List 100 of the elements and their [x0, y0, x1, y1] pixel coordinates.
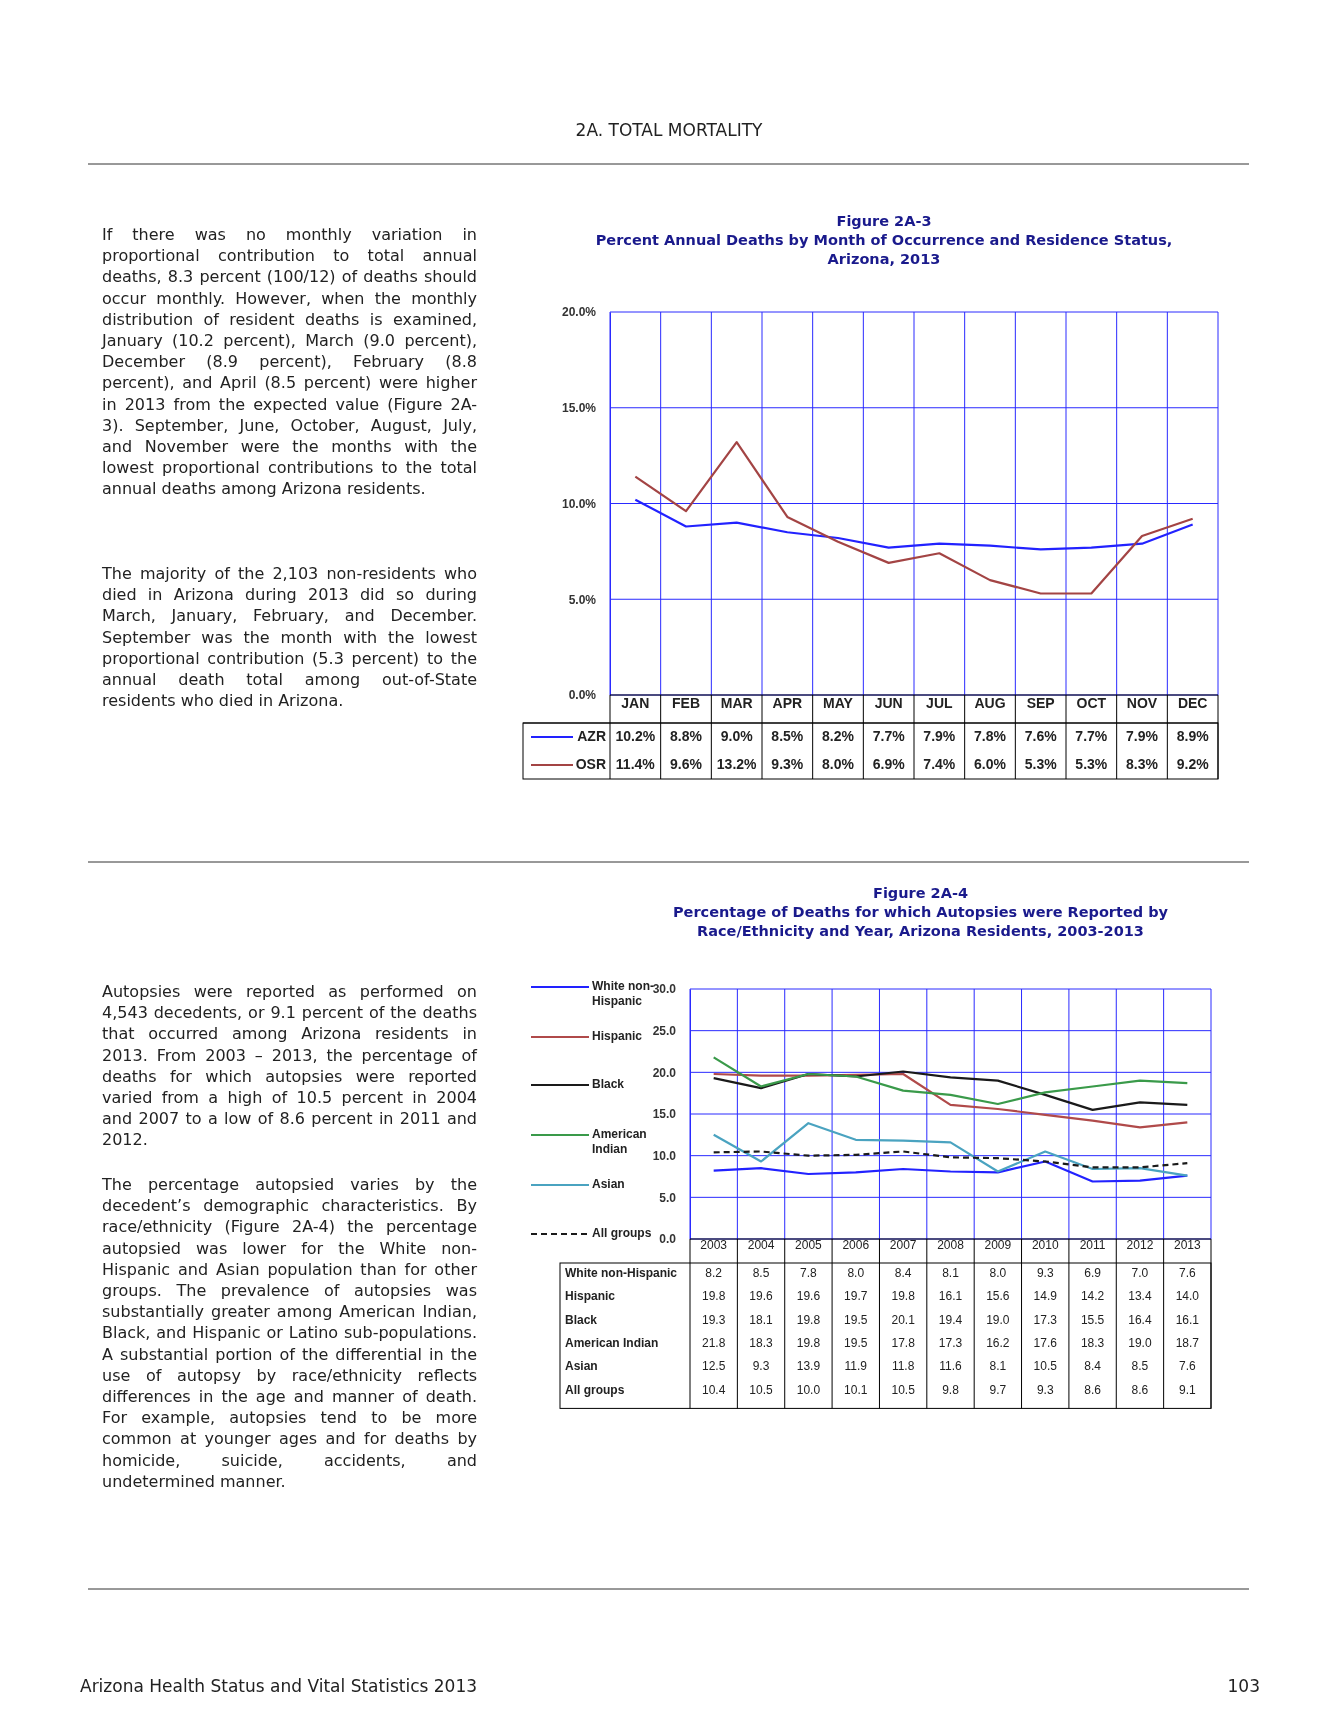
legend-label: AZR	[577, 727, 606, 744]
data-label: 8.0%	[822, 755, 855, 772]
data-label: 19.0	[986, 1312, 1010, 1327]
data-label: 6.9%	[872, 755, 906, 772]
data-label: 7.6	[1178, 1359, 1196, 1374]
x-tick-label: AUG	[974, 694, 1006, 711]
y-tick-label: 5.0	[659, 1190, 677, 1205]
data-label: 8.9%	[1176, 727, 1210, 744]
data-label: 16.1	[1175, 1312, 1200, 1327]
x-tick-label: JAN	[621, 694, 650, 711]
text: White non-Hispanic	[565, 1265, 677, 1280]
data-label: 13.2%	[716, 755, 758, 772]
data-label: 14.0	[1175, 1289, 1200, 1304]
line-series	[712, 1056, 1189, 1106]
chart-subtitle: Percent Annual Deaths by Month of Occurrence and Residence Status, Arizona, 2013	[594, 231, 1174, 269]
data-label: 16.2	[986, 1336, 1010, 1351]
data-label: 19.4	[938, 1312, 963, 1327]
data-label: 7.4%	[923, 755, 956, 772]
data-label: 19.3	[702, 1312, 726, 1327]
data-label: 8.1	[942, 1265, 960, 1280]
y-tick-label: 10.0%	[561, 496, 597, 511]
data-label: 10.1	[844, 1382, 868, 1397]
data-label: 9.6%	[670, 755, 703, 772]
data-label: 7.7%	[872, 727, 906, 744]
x-tick-label: 2003	[700, 1238, 728, 1253]
data-label: 14.9	[1033, 1289, 1058, 1304]
data-label: 9.8	[942, 1382, 960, 1397]
data-label: 8.4	[894, 1265, 912, 1280]
data-label: 17.3	[938, 1336, 963, 1351]
x-tick-label: 2011	[1079, 1238, 1106, 1253]
legend-label: Black	[592, 1077, 625, 1091]
data-label: 19.5	[844, 1312, 868, 1327]
data-label: 7.9%	[1126, 727, 1159, 744]
x-tick-label: MAY	[823, 694, 854, 711]
data-label: 9.3%	[771, 755, 804, 772]
y-tick-label: 0.0%	[568, 688, 597, 703]
data-label: 7.9%	[923, 727, 956, 744]
data-label: 15.5	[1080, 1312, 1105, 1327]
data-label: 19.6	[749, 1289, 774, 1304]
data-label: 8.0	[847, 1265, 865, 1280]
data-label: 9.0%	[720, 727, 754, 744]
data-label: 14.2	[1080, 1289, 1105, 1304]
data-label: 8.2%	[822, 727, 855, 744]
data-label: 20.1	[891, 1312, 916, 1327]
text: Asian	[565, 1359, 598, 1374]
x-tick-label: FEB	[672, 694, 700, 711]
data-label: 21.8	[702, 1336, 726, 1351]
x-tick-label: APR	[772, 694, 803, 711]
chart-title: Figure 2A-3	[835, 212, 933, 231]
data-label: 6.9	[1084, 1265, 1102, 1280]
x-tick-label: JUL	[926, 694, 953, 711]
y-tick-label: 15.0	[652, 1107, 677, 1122]
chart-subtitle: Percentage of Deaths for which Autopsies were Reported by Race/Ethnicity and Year, Arizona Residents, 2003-2013	[671, 903, 1170, 941]
data-label: 9.3	[752, 1359, 770, 1374]
data-label: 19.0	[1128, 1336, 1152, 1351]
data-label: 13.4	[1128, 1289, 1152, 1304]
text: Arizona Health Status and Vital Statistics 2013	[80, 1676, 478, 1696]
data-label: 8.6	[1084, 1382, 1102, 1397]
text: The percentage autopsied varies by the decedent’s demographic characteristics. By race/ethnicity (Figure 2A-4) the percentage autopsied was lower for the White non-Hispanic and Asian population than for other groups. The prevalence of autopsies was substantially greater among American Indian, Black, and Hispanic or Latino sub-populations. A substantial portion of the differential in the use of autopsy by race/ethnicity reflects differences in the age and manner of death. For example, autopsies tend to be more common at younger ages and for deaths by homicide, suicide, accidents, and undetermined manner.	[102, 1175, 477, 1491]
x-tick-label: JUN	[874, 694, 903, 711]
y-tick-label: 5.0%	[568, 592, 597, 607]
data-label: 18.3	[1080, 1336, 1105, 1351]
line-series	[712, 1072, 1189, 1129]
text: 103	[1227, 1676, 1260, 1696]
data-label: 5.3%	[1024, 755, 1058, 772]
data-label: 18.7	[1175, 1336, 1200, 1351]
data-label: 8.8%	[670, 727, 703, 744]
x-tick-label: 2005	[795, 1238, 823, 1253]
legend-label: OSR	[575, 755, 606, 772]
data-label: 8.4	[1084, 1359, 1102, 1374]
data-label: 19.8	[891, 1289, 916, 1304]
y-tick-label: 30.0	[652, 982, 677, 997]
data-label: 15.6	[986, 1289, 1010, 1304]
x-tick-label: 2009	[984, 1238, 1012, 1253]
data-label: 8.6	[1131, 1382, 1149, 1397]
text: Autopsies were reported as performed on 4,543 decedents, or 9.1 percent of the deaths that occurred among Arizona residents in 2013. From 2003 – 2013, the percentage of deaths for which autopsies were reported varied from a high of 10.5 percent in 2004 and 2007 to a low of 8.6 percent in 2011 and 2012.	[102, 981, 477, 1151]
data-label: 8.5	[1131, 1359, 1149, 1374]
x-tick-label: 2012	[1126, 1238, 1154, 1253]
text: 2A. TOTAL MORTALITY	[575, 120, 763, 140]
data-label: 19.7	[844, 1289, 868, 1304]
data-label: 11.6	[939, 1359, 963, 1374]
data-label: 8.5%	[771, 727, 804, 744]
data-label: 18.3	[749, 1336, 774, 1351]
data-label: 7.8%	[974, 727, 1007, 744]
data-label: 7.6	[1178, 1265, 1196, 1280]
data-label: 12.5	[702, 1359, 726, 1374]
x-tick-label: NOV	[1126, 694, 1158, 711]
y-tick-label: 10.0	[652, 1149, 677, 1164]
data-label: 8.0	[989, 1265, 1007, 1280]
data-label: 9.3	[1036, 1382, 1054, 1397]
data-label: 9.3	[1036, 1265, 1054, 1280]
legend-label: Asian	[592, 1177, 626, 1192]
legend-label: All groups	[592, 1226, 653, 1241]
data-label: 13.9	[796, 1359, 821, 1374]
line-series	[712, 1070, 1189, 1111]
text: The majority of the 2,103 non-residents who died in Arizona during 2013 did so during March, January, February, and December. September was the month with the lowest proportional contribution (5.3 percent) to the annual death total among out-of-State residents who died in Arizona.	[102, 563, 477, 712]
data-label: 10.5	[891, 1382, 916, 1397]
data-label: 10.5	[1033, 1359, 1058, 1374]
data-label: 17.8	[891, 1336, 916, 1351]
data-label: 16.4	[1128, 1312, 1152, 1327]
